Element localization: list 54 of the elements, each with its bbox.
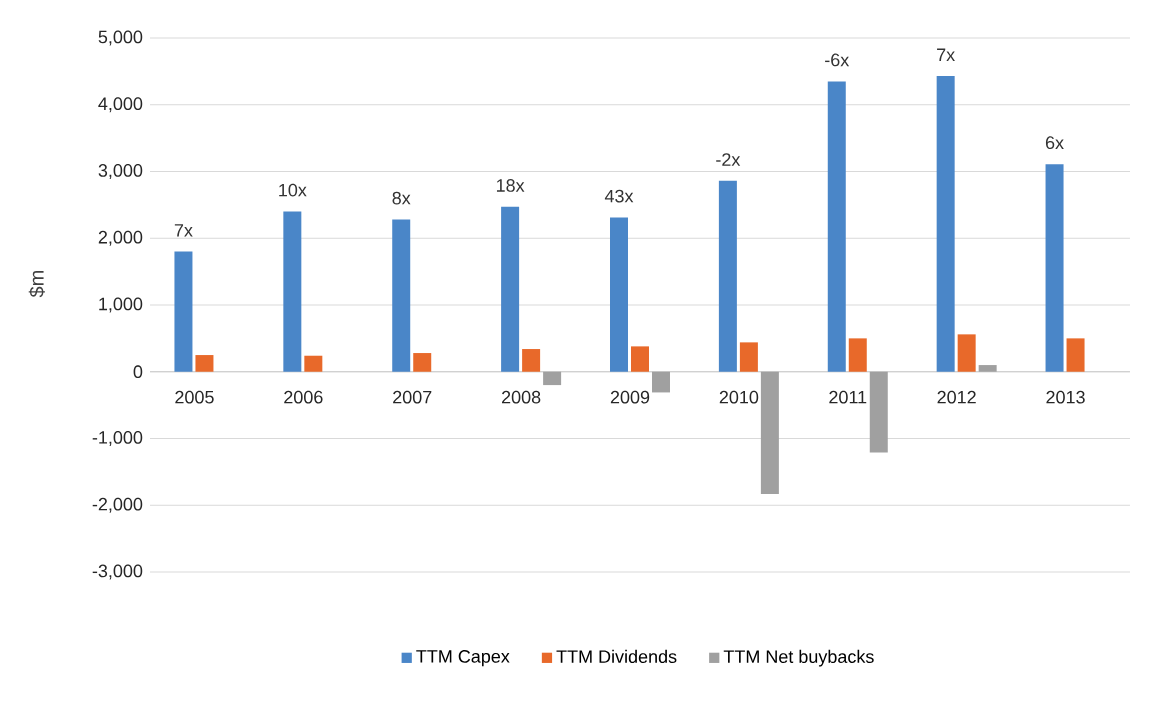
bar	[1045, 164, 1064, 372]
x-tick-label: 2012	[937, 390, 976, 404]
bar	[652, 371, 670, 393]
y-tick-label: 0	[133, 365, 143, 379]
bar	[869, 371, 888, 453]
y-tick-label: -1,000	[92, 431, 143, 446]
annotation: 43x	[604, 189, 634, 203]
bar	[174, 251, 193, 372]
annotation: 18x	[496, 179, 525, 192]
bar	[631, 346, 649, 372]
bar	[501, 206, 520, 372]
bar	[1066, 338, 1085, 372]
annotation: 7x	[937, 48, 955, 61]
bar	[283, 211, 302, 372]
annotation: 6x	[1045, 136, 1064, 150]
bar	[978, 365, 997, 372]
y-tick-label: 5,000	[98, 30, 143, 46]
bar	[413, 353, 432, 372]
x-tick-label: 2005	[175, 390, 214, 404]
x-tick-label: 2011	[829, 390, 867, 404]
bar	[827, 81, 846, 372]
x-tick-label: 2013	[1046, 390, 1085, 404]
annotation: -2x	[716, 153, 741, 166]
y-tick-label: 2,000	[98, 230, 143, 246]
legend-label: TTM Capex	[416, 650, 510, 667]
bar	[760, 371, 779, 494]
y-tick-label: 1,000	[99, 297, 143, 313]
x-tick-label: 2006	[284, 390, 323, 404]
x-tick-label: 2010	[719, 390, 759, 404]
y-axis-title: $m	[28, 271, 45, 298]
bar	[848, 338, 867, 372]
bar	[195, 355, 214, 372]
x-tick-label: 2007	[393, 390, 432, 404]
x-tick-label: 2009	[610, 390, 650, 404]
annotation: 7x	[174, 224, 193, 237]
bar	[739, 342, 758, 372]
annotation: 8x	[392, 191, 411, 205]
bar	[718, 180, 737, 372]
bar	[610, 217, 628, 372]
y-tick-label: 4,000	[98, 97, 143, 113]
bar	[304, 355, 323, 372]
y-tick-label: -3,000	[92, 564, 143, 580]
bar	[392, 219, 411, 372]
annotation: -6x	[825, 53, 850, 67]
y-tick-label: 3,000	[98, 164, 143, 179]
x-tick-label: 2008	[502, 390, 541, 404]
legend-label: TTM Net buybacks	[723, 649, 874, 667]
bar	[957, 334, 976, 372]
bar	[543, 371, 562, 386]
bar	[936, 76, 955, 372]
annotation: 10x	[279, 183, 307, 197]
legend-label: TTM Dividends	[556, 649, 677, 664]
bar	[522, 349, 541, 372]
y-tick-label: -2,000	[92, 497, 143, 513]
